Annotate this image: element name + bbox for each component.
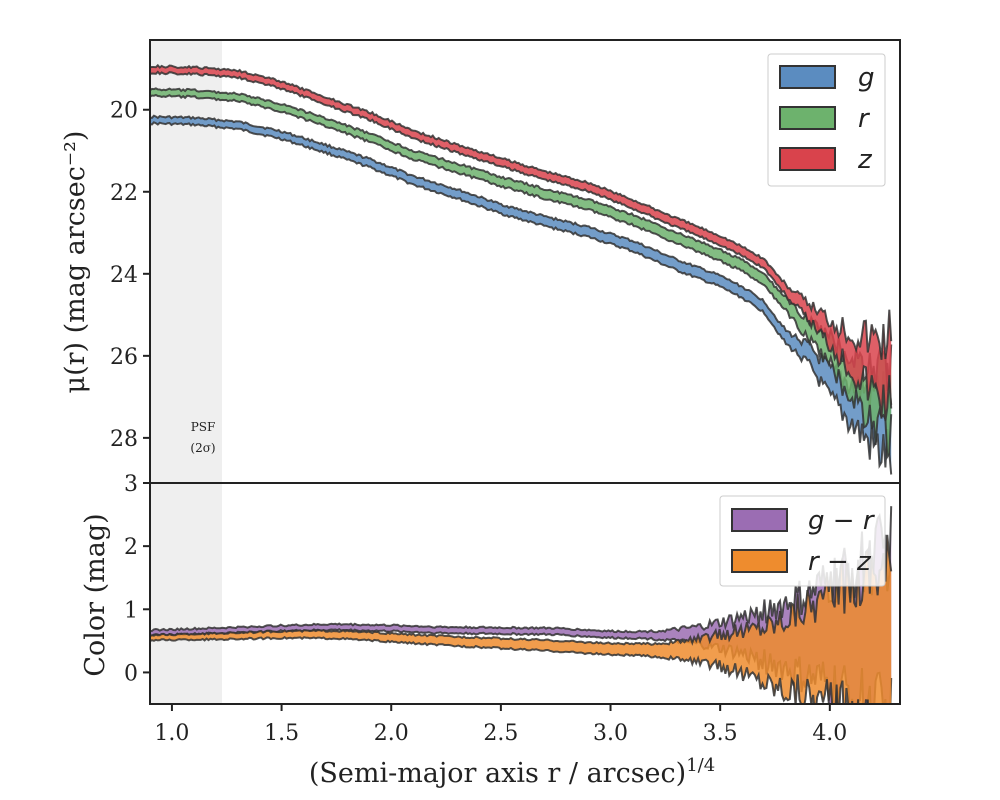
x-tick-label: 2.0: [374, 721, 409, 746]
band-upper-edge-r: [150, 87, 893, 391]
bottom-axes-frame: [149, 482, 901, 705]
band-lower-edge-r: [150, 93, 893, 461]
top-y-tick-label: 22: [110, 181, 138, 206]
legend-swatch-r-z: [731, 549, 788, 573]
x-axis-title-main: (Semi-major axis r / arcsec): [309, 758, 686, 789]
top-y-tick-label: 20: [110, 99, 138, 124]
bottom-y-tick-label: 2: [124, 535, 138, 560]
x-tick-label: 4.0: [812, 721, 847, 746]
legend-swatch-z: [779, 147, 836, 171]
top-y-ticks: 20 22 24 26 28: [110, 99, 150, 452]
psf-region-bottom: [150, 483, 222, 704]
x-tick-label: 3.5: [703, 721, 738, 746]
psf-label-line2: (2σ): [190, 441, 215, 455]
surface-brightness-series: [150, 63, 893, 475]
color-series: [150, 506, 893, 704]
surface-brightness-panel: PSF (2σ) 20 22 24 26 28 g r z μ(r) (mag arcs…: [60, 39, 901, 484]
x-tick-label: 3.0: [593, 721, 628, 746]
x-tick-label: 1.5: [264, 721, 299, 746]
legend-swatch-g: [779, 65, 836, 89]
bottom-y-tick-label: 3: [124, 472, 138, 497]
band-lower-edge-rz: [150, 534, 893, 646]
top-y-tick-label: 26: [110, 345, 138, 370]
bottom-y-ticks: 0 1 2 3: [124, 472, 150, 686]
x-axis-title-superscript: 1/4: [686, 755, 715, 776]
x-ticks: 1.0 1.5 2.0 2.5 3.0 3.5 4.0: [154, 704, 847, 746]
bottom-y-tick-label: 0: [124, 661, 138, 686]
bottom-y-axis-title: Color (mag): [80, 513, 111, 676]
band-lower-edge-g: [150, 121, 893, 475]
band-lower-edge-z: [150, 70, 893, 422]
band-g: [150, 115, 892, 475]
bottom-legend: g − r r − z: [719, 495, 886, 587]
band-upper-edge-rz: [150, 635, 869, 704]
psf-region-top: [150, 40, 222, 483]
band-upper-edge-z: [150, 63, 893, 360]
bottom-y-tick-label: 1: [124, 598, 138, 623]
legend-swatch-g-r: [731, 508, 788, 532]
band-upper-edge-g: [150, 114, 893, 408]
psf-label-line1: PSF: [191, 420, 216, 434]
band-rz: [150, 534, 892, 704]
legend-label-r-z: r − z: [808, 547, 872, 577]
legend-label-r: r: [858, 104, 871, 134]
x-tick-label: 2.5: [483, 721, 518, 746]
legend-label-g: g: [858, 63, 875, 93]
x-axis-title: (Semi-major axis r / arcsec)1/4: [309, 755, 715, 789]
legend-label-g-r: g − r: [808, 506, 876, 536]
legend-label-z: z: [857, 145, 873, 175]
top-legend: g r z: [767, 53, 886, 187]
x-tick-label: 1.0: [154, 721, 189, 746]
color-panel: 0 1 2 3 1.0 1.5 2.0 2.5 3.0 3.5 4.0 g − r r − z C…: [80, 472, 901, 789]
top-y-tick-label: 28: [110, 427, 138, 452]
legend-swatch-r: [779, 106, 836, 130]
top-y-axis-title: μ(r) (mag arcsec⁻²): [60, 131, 91, 394]
top-y-tick-label: 24: [110, 263, 138, 288]
